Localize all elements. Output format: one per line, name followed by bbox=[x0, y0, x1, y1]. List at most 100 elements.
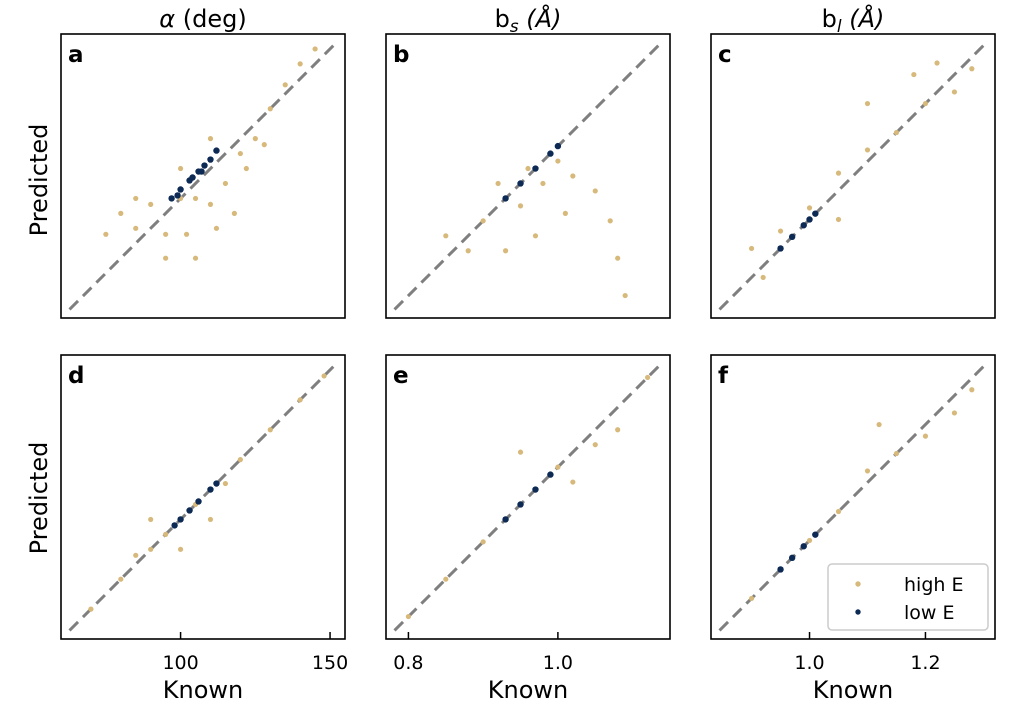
point-high-e bbox=[163, 531, 169, 537]
x-tick-label: 1.0 bbox=[543, 652, 573, 674]
legend-label-high-e: high E bbox=[904, 574, 963, 596]
point-high-e bbox=[502, 248, 509, 254]
point-high-e bbox=[443, 576, 449, 582]
point-low-e bbox=[207, 156, 214, 163]
identity-line bbox=[393, 362, 663, 632]
point-low-e bbox=[201, 162, 208, 169]
column-title-bl: bl (Å) bbox=[822, 4, 885, 37]
point-high-e bbox=[118, 210, 124, 216]
point-high-e bbox=[835, 216, 842, 223]
point-high-e bbox=[893, 450, 900, 457]
point-high-e bbox=[243, 165, 249, 172]
point-high-e bbox=[592, 188, 598, 194]
panels: a b c d 100 150 e 0.8 1.0 f 1.0 1.2 bbox=[60, 33, 996, 674]
point-high-e bbox=[570, 173, 576, 179]
point-high-e bbox=[760, 274, 766, 281]
legend-box bbox=[827, 563, 989, 631]
point-high-e bbox=[540, 180, 546, 187]
legend-label-low-e: low E bbox=[904, 602, 955, 624]
axes-frame bbox=[710, 33, 996, 319]
point-high-e bbox=[934, 60, 940, 66]
point-high-e bbox=[525, 165, 531, 172]
point-high-e bbox=[876, 421, 882, 428]
point-high-e bbox=[148, 201, 154, 207]
panel-letter-f: f bbox=[718, 363, 729, 389]
y-axis-label-bottom: Predicted bbox=[25, 442, 53, 555]
legend: high E low E bbox=[827, 563, 989, 631]
identity-line bbox=[718, 362, 988, 632]
point-high-e bbox=[615, 427, 621, 433]
point-high-e bbox=[148, 516, 154, 523]
legend-marker-high-e bbox=[855, 581, 861, 587]
point-low-e bbox=[554, 142, 562, 150]
point-high-e bbox=[237, 457, 243, 463]
point-high-e bbox=[177, 165, 184, 172]
point-high-e bbox=[252, 136, 258, 142]
x-tick-label: 100 bbox=[162, 652, 198, 674]
point-high-e bbox=[177, 546, 184, 552]
point-low-e bbox=[177, 516, 184, 523]
column-title-bs: bs (Å) bbox=[495, 4, 562, 37]
point-low-e bbox=[186, 507, 193, 514]
point-low-e bbox=[502, 516, 509, 523]
point-low-e bbox=[547, 471, 554, 478]
point-high-e bbox=[951, 410, 958, 416]
point-high-e bbox=[615, 255, 621, 261]
point-high-e bbox=[969, 66, 975, 72]
point-low-e bbox=[532, 486, 539, 493]
point-high-e bbox=[312, 46, 318, 52]
point-high-e bbox=[806, 537, 813, 544]
panel-f: f 1.0 1.2 bbox=[710, 354, 996, 674]
point-high-e bbox=[465, 248, 471, 254]
x-tick-label: 1.2 bbox=[910, 652, 940, 674]
point-high-e bbox=[495, 180, 501, 187]
point-high-e bbox=[562, 210, 568, 216]
point-high-e bbox=[922, 433, 929, 439]
point-low-e bbox=[517, 180, 524, 187]
point-low-e bbox=[195, 498, 202, 505]
point-low-e bbox=[800, 222, 807, 229]
point-high-e bbox=[480, 218, 486, 224]
axes-frame bbox=[385, 33, 671, 319]
point-high-e bbox=[922, 100, 929, 107]
point-high-e bbox=[213, 225, 220, 231]
point-high-e bbox=[133, 225, 139, 231]
panel-letter-b: b bbox=[393, 42, 409, 68]
point-low-e bbox=[189, 174, 196, 181]
point-high-e bbox=[237, 150, 243, 157]
point-low-e bbox=[777, 245, 784, 252]
point-high-e bbox=[231, 210, 237, 216]
axes-frame bbox=[60, 354, 346, 640]
point-high-e bbox=[570, 479, 576, 485]
point-high-e bbox=[555, 464, 561, 470]
point-low-e bbox=[213, 147, 220, 154]
point-low-e bbox=[812, 531, 819, 538]
point-high-e bbox=[607, 218, 613, 224]
point-low-e bbox=[168, 195, 175, 202]
panel-e: e 0.8 1.0 bbox=[385, 354, 671, 674]
point-high-e bbox=[835, 170, 842, 176]
point-low-e bbox=[812, 210, 819, 217]
point-high-e bbox=[103, 231, 109, 237]
point-high-e bbox=[297, 61, 303, 67]
point-high-e bbox=[517, 203, 524, 209]
point-low-e bbox=[788, 233, 796, 241]
point-low-e bbox=[174, 192, 181, 199]
panel-letter-c: c bbox=[718, 42, 732, 68]
x-axis-label-2: Known bbox=[488, 676, 568, 704]
point-high-e bbox=[133, 552, 139, 558]
point-high-e bbox=[297, 397, 303, 403]
point-high-e bbox=[864, 468, 871, 474]
point-high-e bbox=[207, 136, 214, 142]
axes-frame bbox=[385, 354, 671, 640]
point-high-e bbox=[148, 546, 154, 552]
point-high-e bbox=[517, 449, 524, 455]
point-high-e bbox=[532, 233, 539, 239]
point-high-e bbox=[806, 205, 813, 211]
point-high-e bbox=[222, 480, 229, 487]
point-low-e bbox=[177, 186, 184, 193]
point-low-e bbox=[777, 566, 784, 573]
x-tick-label: 150 bbox=[312, 652, 348, 674]
point-high-e bbox=[192, 255, 199, 261]
